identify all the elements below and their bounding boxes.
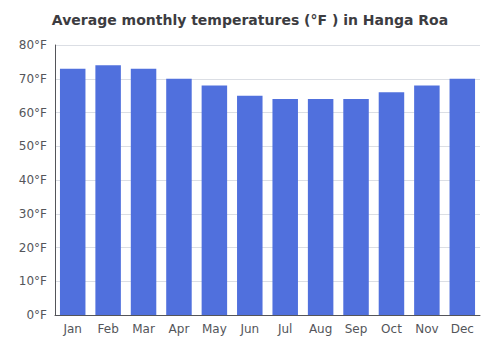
svg-text:Jun: Jun bbox=[239, 322, 259, 336]
svg-text:Average monthly temperatures (: Average monthly temperatures (°F ) in Ha… bbox=[52, 12, 448, 28]
svg-text:Sep: Sep bbox=[345, 322, 368, 336]
svg-text:10°F: 10°F bbox=[19, 274, 47, 288]
svg-text:Oct: Oct bbox=[381, 322, 402, 336]
svg-text:Jan: Jan bbox=[62, 322, 82, 336]
svg-text:50°F: 50°F bbox=[19, 139, 47, 153]
svg-text:Jul: Jul bbox=[277, 322, 292, 336]
svg-text:80°F: 80°F bbox=[19, 38, 47, 52]
svg-text:Feb: Feb bbox=[98, 322, 119, 336]
svg-text:May: May bbox=[202, 322, 227, 336]
svg-text:Aug: Aug bbox=[309, 322, 332, 336]
svg-text:60°F: 60°F bbox=[19, 106, 47, 120]
svg-text:40°F: 40°F bbox=[19, 173, 47, 187]
svg-text:30°F: 30°F bbox=[19, 207, 47, 221]
svg-text:Dec: Dec bbox=[451, 322, 474, 336]
svg-text:20°F: 20°F bbox=[19, 241, 47, 255]
svg-text:0°F: 0°F bbox=[26, 308, 47, 322]
svg-text:Apr: Apr bbox=[169, 322, 190, 336]
svg-text:70°F: 70°F bbox=[19, 72, 47, 86]
svg-text:Mar: Mar bbox=[132, 322, 155, 336]
svg-text:Nov: Nov bbox=[415, 322, 438, 336]
